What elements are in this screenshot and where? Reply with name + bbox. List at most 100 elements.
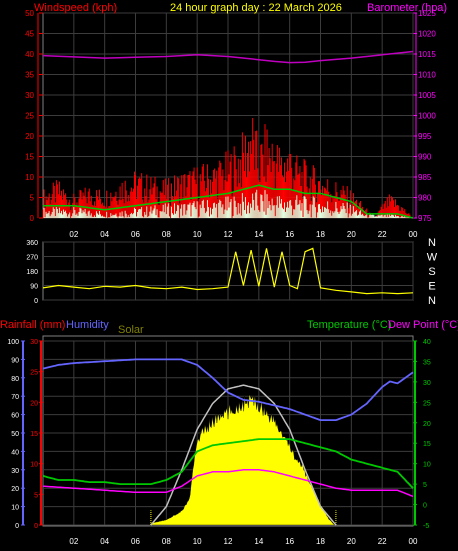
solar-max-line bbox=[150, 384, 337, 526]
humidity-tick-label: 30 bbox=[11, 468, 19, 475]
windspeed-tick-label: 40 bbox=[25, 50, 34, 59]
dewpoint-legend: Dew Point (°C) bbox=[388, 319, 458, 331]
x-tick-label: 12 bbox=[224, 537, 233, 546]
barometer-tick-label: 1005 bbox=[418, 91, 436, 100]
x-tick-label: 22 bbox=[378, 537, 387, 546]
x-tick-label: 06 bbox=[131, 537, 140, 546]
x-tick-label: 14 bbox=[254, 537, 263, 546]
barometer-tick-label: 995 bbox=[418, 132, 432, 141]
direction-tick-label: 270 bbox=[26, 255, 38, 262]
x-tick-label: 02 bbox=[69, 537, 78, 546]
x-tick-label: 12 bbox=[224, 230, 233, 239]
direction-tick-label: 360 bbox=[26, 240, 38, 247]
x-tick-label: 08 bbox=[162, 230, 171, 239]
direction-tick-label: 0 bbox=[34, 298, 38, 305]
humidity-tick-label: 70 bbox=[11, 394, 19, 401]
temperature-line bbox=[42, 438, 414, 489]
x-tick-label: 04 bbox=[100, 230, 109, 239]
temperature-tick-label: 40 bbox=[423, 339, 431, 346]
rainfall-tick-label: 25 bbox=[30, 370, 38, 377]
humidity-tick-label: 40 bbox=[11, 449, 19, 456]
temperature-tick-label: 10 bbox=[423, 462, 431, 469]
humidity-tick-label: 100 bbox=[7, 339, 19, 346]
humidity-tick-label: 90 bbox=[11, 357, 19, 364]
temperature-tick-label: 25 bbox=[423, 400, 431, 407]
windspeed-tick-label: 10 bbox=[25, 173, 34, 182]
x-tick-label: 22 bbox=[378, 230, 387, 239]
x-tick-label: 16 bbox=[285, 537, 294, 546]
x-tick-label: 20 bbox=[347, 537, 356, 546]
x-tick-label: 06 bbox=[131, 230, 140, 239]
humidity-tick-label: 50 bbox=[11, 431, 19, 438]
x-tick-label: 20 bbox=[347, 230, 356, 239]
compass-label: N bbox=[428, 295, 436, 307]
barometer-tick-label: 1020 bbox=[418, 30, 436, 39]
x-tick-label: 02 bbox=[69, 230, 78, 239]
rainfall-tick-label: 5 bbox=[34, 492, 38, 499]
x-tick-label: 10 bbox=[193, 230, 202, 239]
solar-legend: Solar bbox=[118, 324, 144, 336]
barometer-tick-label: 1010 bbox=[418, 71, 436, 80]
compass-label: N bbox=[428, 237, 436, 249]
solar-area bbox=[148, 393, 335, 526]
barometer-tick-label: 1025 bbox=[418, 9, 436, 18]
humidity-tick-label: 80 bbox=[11, 376, 19, 383]
x-tick-label: 10 bbox=[193, 537, 202, 546]
dewpoint-line bbox=[42, 469, 414, 498]
humidity-tick-label: 60 bbox=[11, 413, 19, 420]
wind-direction-line bbox=[42, 247, 414, 295]
direction-tick-label: 90 bbox=[30, 284, 38, 291]
humidity-tick-label: 20 bbox=[11, 486, 19, 493]
windspeed-tick-label: 20 bbox=[25, 132, 34, 141]
compass-label: W bbox=[427, 252, 438, 264]
windspeed-tick-label: 50 bbox=[25, 9, 34, 18]
x-tick-label: 04 bbox=[100, 537, 109, 546]
x-tick-label: 16 bbox=[285, 230, 294, 239]
barometer-tick-label: 980 bbox=[418, 194, 432, 203]
rainfall-tick-label: 30 bbox=[30, 339, 38, 346]
windspeed-axis-label: Windspeed (kph) bbox=[34, 2, 117, 14]
temperature-tick-label: 0 bbox=[423, 503, 427, 510]
barometer-tick-label: 975 bbox=[418, 214, 432, 223]
barometer-tick-label: 990 bbox=[418, 153, 432, 162]
direction-tick-label: 180 bbox=[26, 269, 38, 276]
x-tick-label: 18 bbox=[316, 537, 325, 546]
x-tick-label: 14 bbox=[254, 230, 263, 239]
temperature-tick-label: 20 bbox=[423, 421, 431, 428]
barometer-axis-label: Barometer (hpa) bbox=[367, 2, 447, 14]
temperature-tick-label: 5 bbox=[423, 482, 427, 489]
barometer-line bbox=[42, 50, 414, 64]
rainfall-tick-label: 15 bbox=[30, 431, 38, 438]
windspeed-tick-label: 0 bbox=[30, 214, 35, 223]
temperature-tick-label: -5 bbox=[423, 523, 429, 530]
rainfall-tick-label: 0 bbox=[34, 523, 38, 530]
barometer-tick-label: 1000 bbox=[418, 112, 436, 121]
temperature-tick-label: 30 bbox=[423, 380, 431, 387]
barometer-tick-label: 1015 bbox=[418, 50, 436, 59]
x-tick-label: 00 bbox=[409, 230, 418, 239]
barometer-tick-label: 985 bbox=[418, 173, 432, 182]
wind-average-line bbox=[43, 184, 414, 219]
windspeed-tick-label: 15 bbox=[25, 153, 34, 162]
humidity-legend: Humidity bbox=[66, 319, 109, 331]
chart-title: 24 hour graph day : 22 March 2026 bbox=[170, 2, 342, 14]
rainfall-tick-label: 10 bbox=[30, 462, 38, 469]
rainfall-legend: Rainfall (mm) bbox=[0, 319, 65, 331]
humidity-line bbox=[42, 358, 414, 421]
x-tick-label: 18 bbox=[316, 230, 325, 239]
x-tick-label: 00 bbox=[409, 537, 418, 546]
windspeed-tick-label: 35 bbox=[25, 71, 34, 80]
compass-label: E bbox=[428, 281, 435, 293]
windspeed-tick-label: 5 bbox=[30, 194, 35, 203]
temperature-tick-label: 15 bbox=[423, 441, 431, 448]
windspeed-tick-label: 25 bbox=[25, 112, 34, 121]
x-tick-label: 08 bbox=[162, 537, 171, 546]
rainfall-tick-label: 20 bbox=[30, 400, 38, 407]
windspeed-tick-label: 30 bbox=[25, 91, 34, 100]
temperature-tick-label: 35 bbox=[423, 359, 431, 366]
humidity-tick-label: 0 bbox=[15, 523, 19, 530]
windspeed-tick-label: 45 bbox=[25, 30, 34, 39]
humidity-tick-label: 10 bbox=[11, 505, 19, 512]
temperature-legend: Temperature (°C) bbox=[307, 319, 391, 331]
